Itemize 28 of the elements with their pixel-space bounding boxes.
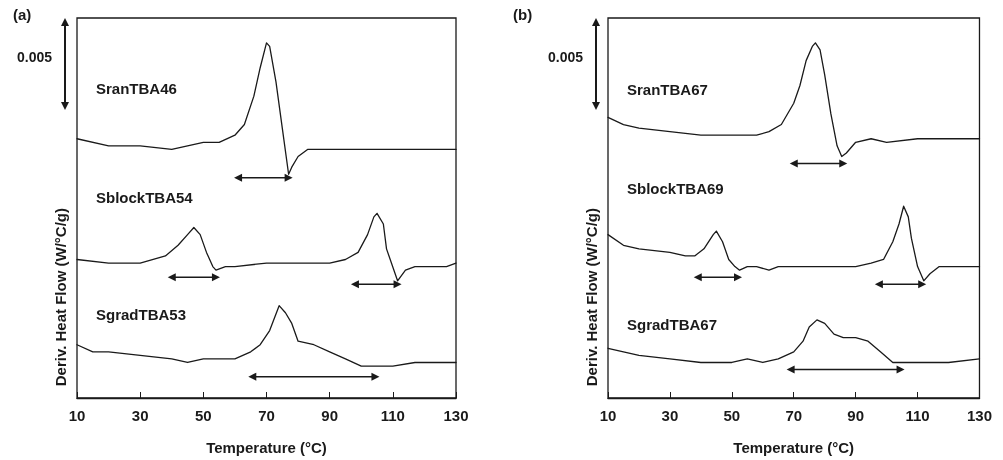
- x-tick-label: 50: [723, 407, 741, 424]
- text: SranTBA46: [96, 80, 177, 98]
- text: 0.005: [17, 49, 53, 65]
- x-tick-label: 10: [599, 407, 617, 424]
- x-tick-label: 50: [194, 407, 212, 424]
- x-tick-label: 90: [847, 407, 864, 424]
- x-axis-title: Temperature (°C): [733, 439, 855, 456]
- x-tick-label: 110: [380, 407, 405, 424]
- x-axis-title: Temperature (°C): [206, 439, 327, 456]
- y-axis-title: Deriv. Heat Flow (W/°C/g): [583, 207, 600, 387]
- series-label: SgradTBA53: [96, 306, 187, 324]
- x-tick-label: 30: [661, 407, 679, 424]
- text: 0.005: [548, 49, 584, 65]
- series-label: SblockTBA54: [96, 189, 194, 206]
- x-tick-label: 90: [321, 407, 339, 424]
- series-label: SgradTBA67: [627, 315, 718, 333]
- chart-title: (a): [13, 6, 32, 23]
- x-tick-label: 30: [131, 407, 149, 424]
- x-tick-label: 10: [68, 407, 86, 424]
- x-tick-label: 110: [905, 407, 930, 424]
- x-tick-label: 130: [966, 407, 992, 424]
- x-tick-label: 130: [443, 407, 469, 424]
- series-label: SranTBA67: [627, 80, 708, 98]
- y-axis-title: Deriv. Heat Flow (W/°C/g): [52, 207, 69, 387]
- text: SblockTBA69: [627, 180, 724, 198]
- chart-title: (b): [513, 6, 533, 23]
- x-tick-label: 70: [785, 407, 803, 424]
- x-tick-label: 70: [258, 407, 275, 424]
